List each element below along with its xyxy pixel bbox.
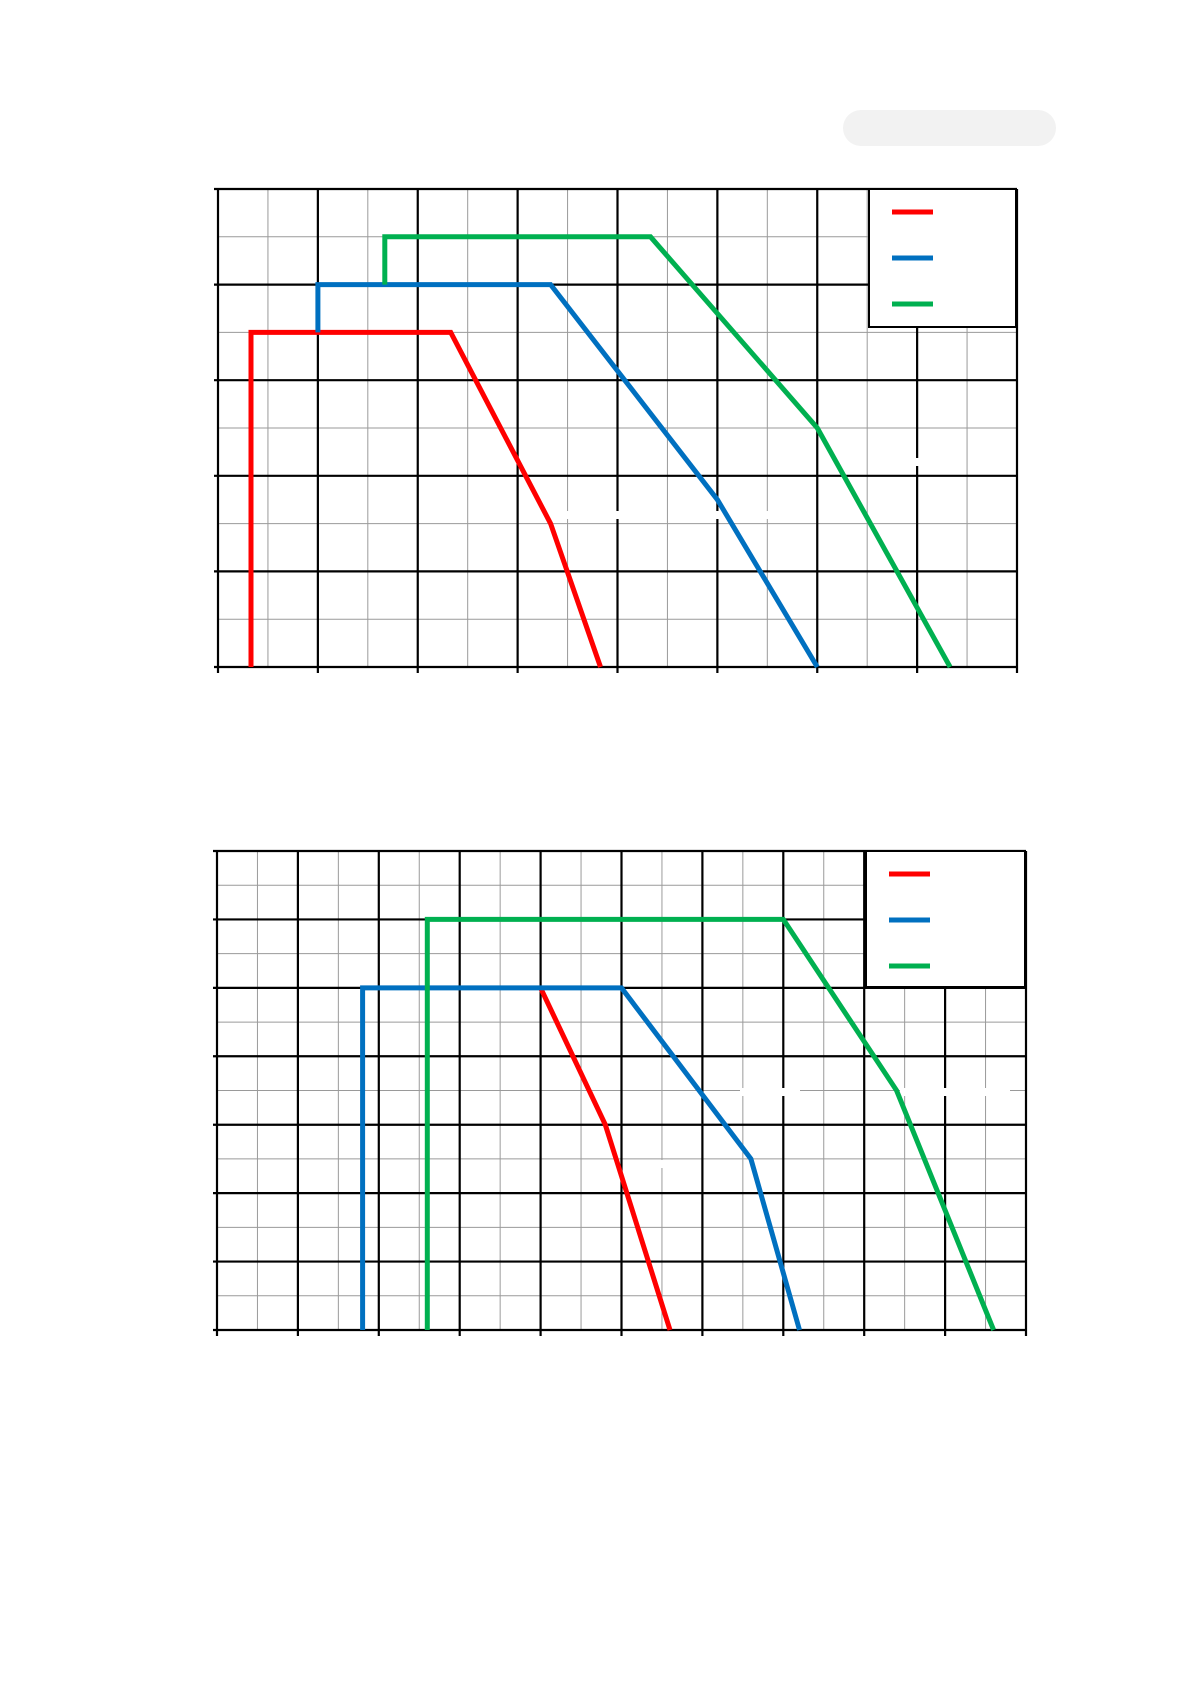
header-badge (843, 110, 1056, 146)
series-line-3 (382, 234, 953, 669)
series-line-2 (315, 282, 820, 669)
grid-label-gap (560, 511, 620, 519)
grid-label-gap (640, 1160, 700, 1168)
series-line-1 (248, 329, 603, 668)
grid-label-gap (740, 1088, 800, 1096)
grid-label-gap (900, 1088, 1010, 1096)
series-line-3 (424, 916, 996, 1331)
grid-label-gap (870, 458, 920, 466)
series-line-2 (360, 985, 802, 1331)
series-line-1 (538, 986, 673, 1331)
grid-label-gap (700, 511, 770, 519)
